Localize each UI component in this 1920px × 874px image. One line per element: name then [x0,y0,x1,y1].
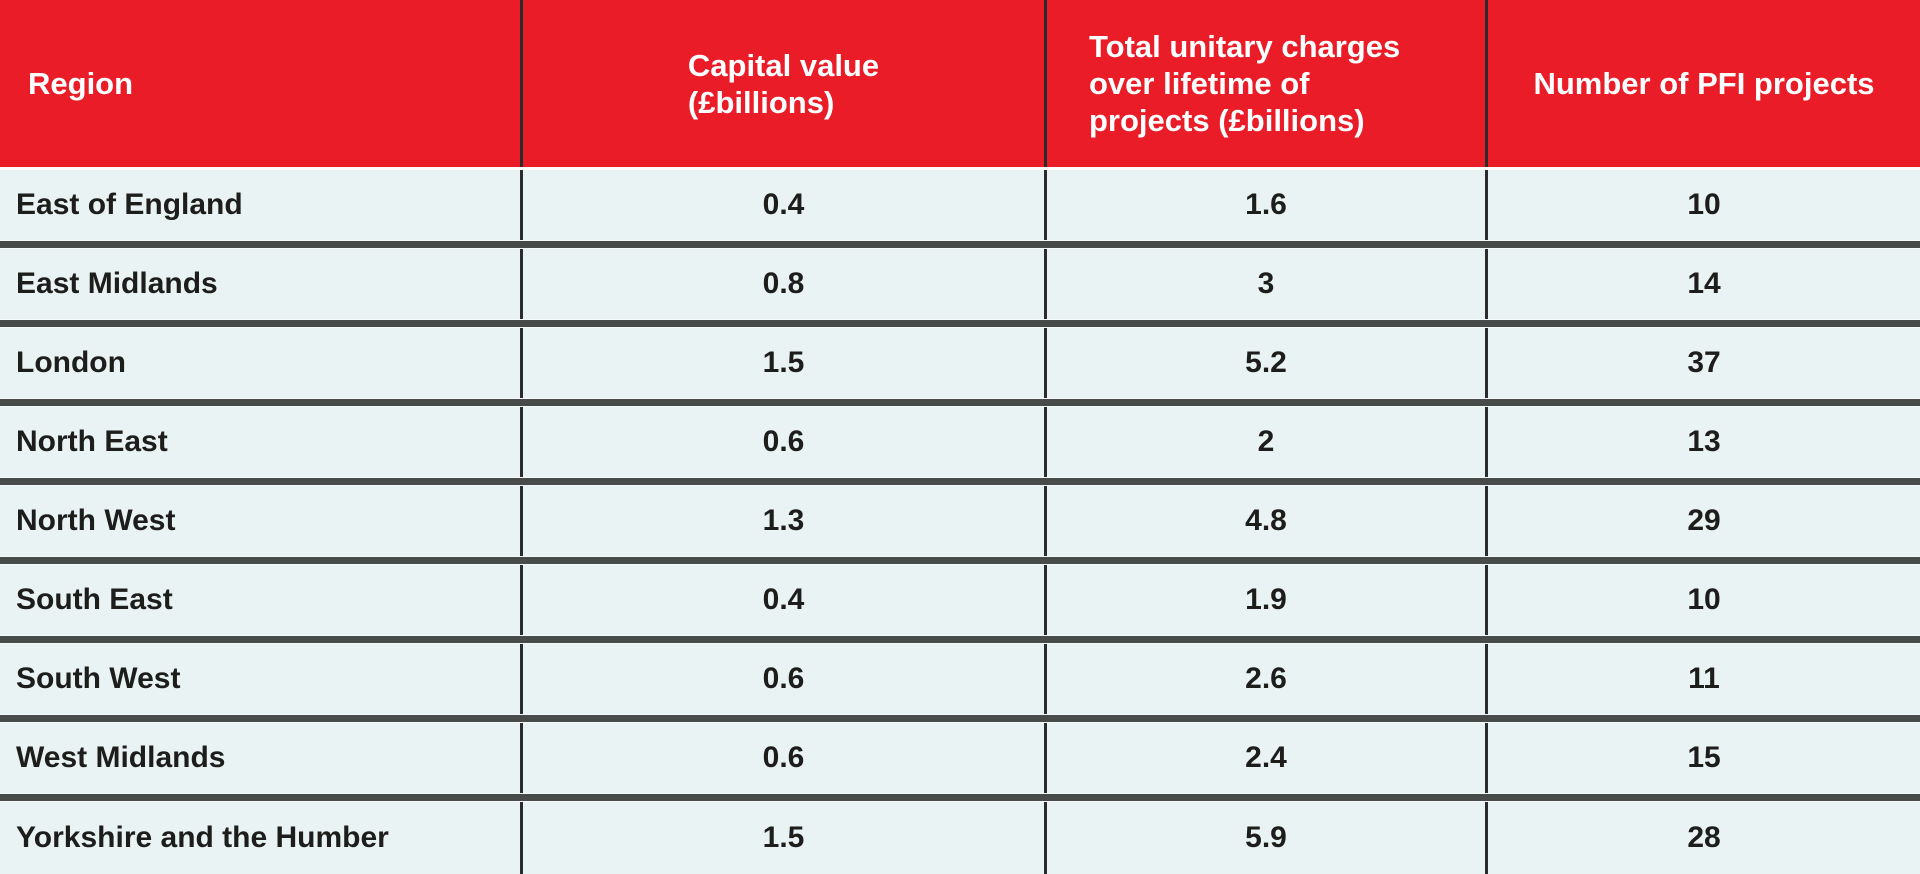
region-cell: East Midlands [0,249,523,319]
region-cell: East of England [0,170,523,240]
capital-value-cell: 0.8 [523,249,1047,319]
unitary-charges-cell: 3 [1047,249,1488,319]
pfi-projects-cell: 29 [1687,504,1721,537]
capital-value-cell: 0.4 [523,170,1047,240]
table-row: North East 0.6 2 13 [0,407,1920,477]
capital-value-header-text: Capital value (£billions) [687,47,880,120]
row-divider [0,319,1920,328]
unitary-charges-cell: 2.6 [1047,644,1488,714]
column-header-unitary-charges: Total unitary charges over lifetime of p… [1047,0,1488,167]
pfi-projects-cell: 10 [1687,188,1721,221]
capital-value-cell: 0.6 [523,407,1047,477]
column-header-capital-value: Capital value (£billions) [523,0,1047,167]
pfi-projects-cell: 28 [1687,821,1721,854]
row-divider [0,477,1920,486]
unitary-charges-cell: 2 [1047,407,1488,477]
region-cell: London [0,328,523,398]
unitary-charges-header-text: Total unitary charges over lifetime of p… [1089,29,1401,138]
column-header-region: Region [0,0,523,167]
row-divider [0,635,1920,644]
row-divider [0,240,1920,249]
table-row: East of England 0.4 1.6 10 [0,170,1920,240]
column-header-pfi-projects: Number of PFI projects [1533,66,1875,101]
region-cell: North West [0,486,523,556]
region-cell: South West [0,644,523,714]
row-divider [0,398,1920,407]
table-row: Yorkshire and the Humber 1.5 5.9 28 [0,802,1920,874]
unitary-charges-cell: 1.6 [1047,170,1488,240]
capital-value-cell: 1.5 [523,802,1047,874]
pfi-projects-cell: 10 [1687,583,1721,616]
table-row: London 1.5 5.2 37 [0,328,1920,398]
table-row: South East 0.4 1.9 10 [0,565,1920,635]
unitary-charges-cell: 5.9 [1047,802,1488,874]
row-divider [0,714,1920,723]
capital-value-cell: 1.5 [523,328,1047,398]
table-row: East Midlands 0.8 3 14 [0,249,1920,319]
unitary-charges-cell: 5.2 [1047,328,1488,398]
pfi-projects-cell: 14 [1687,267,1721,300]
pfi-projects-cell: 13 [1687,425,1721,458]
table-row: West Midlands 0.6 2.4 15 [0,723,1920,793]
region-cell: Yorkshire and the Humber [0,802,523,874]
capital-value-cell: 0.6 [523,644,1047,714]
pfi-projects-cell: 11 [1688,662,1720,695]
table-header-row: Region Capital value (£billions) Total u… [0,0,1920,170]
region-cell: South East [0,565,523,635]
pfi-projects-cell: 37 [1687,346,1721,379]
pfi-projects-cell: 15 [1687,741,1721,774]
table-row: South West 0.6 2.6 11 [0,644,1920,714]
row-divider [0,793,1920,802]
row-divider [0,556,1920,565]
region-cell: North East [0,407,523,477]
table-row: North West 1.3 4.8 29 [0,486,1920,556]
unitary-charges-cell: 4.8 [1047,486,1488,556]
unitary-charges-cell: 2.4 [1047,723,1488,793]
capital-value-cell: 1.3 [523,486,1047,556]
capital-value-cell: 0.4 [523,565,1047,635]
region-cell: West Midlands [0,723,523,793]
capital-value-cell: 0.6 [523,723,1047,793]
unitary-charges-cell: 1.9 [1047,565,1488,635]
